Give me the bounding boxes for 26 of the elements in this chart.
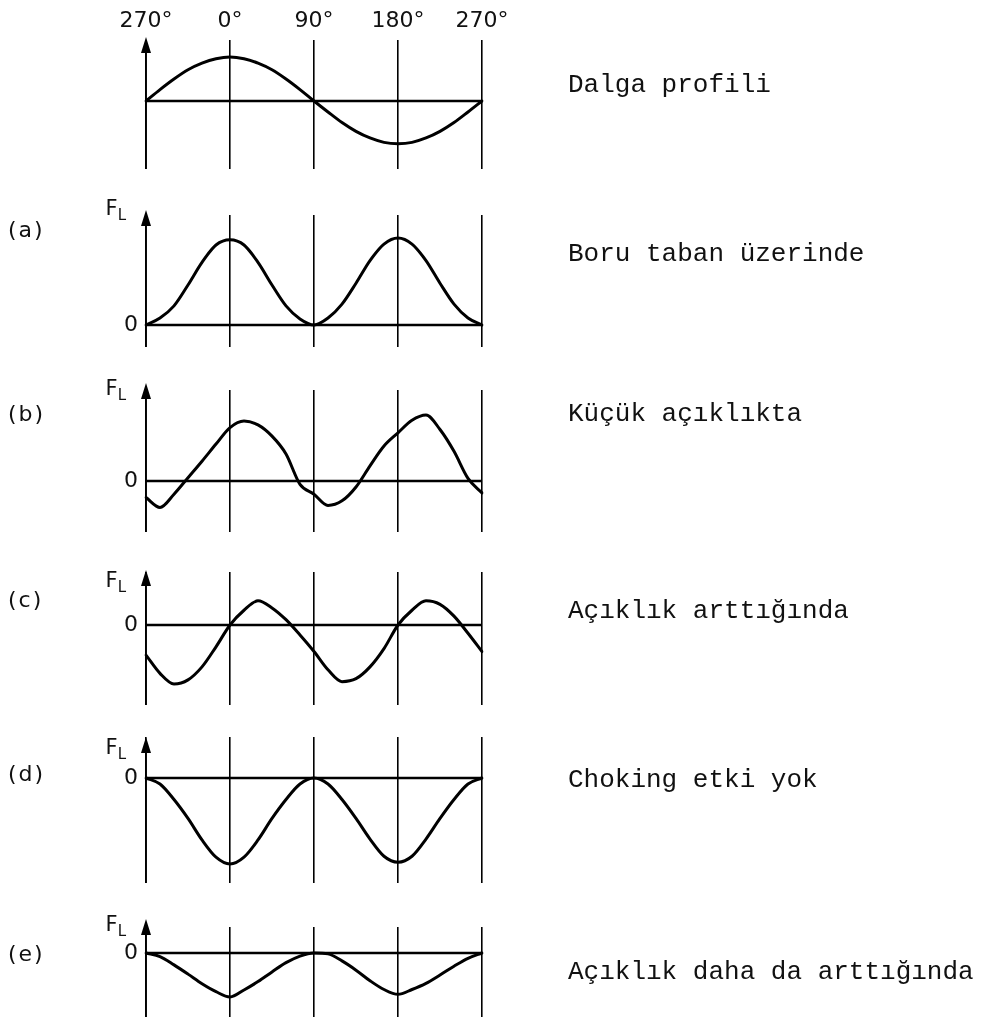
text: (e) — [8, 941, 45, 967]
text: Açıklık arttığında — [568, 596, 849, 626]
y-axis-title: F$_{L}$ — [105, 196, 126, 227]
text: Dalga profili — [568, 70, 771, 100]
y-axis-title: F$_{L}$ — [105, 568, 126, 599]
ref-line-label: 0 — [124, 466, 138, 492]
text: (c) — [8, 587, 44, 613]
x-tick-label: 90° — [294, 6, 334, 32]
ref-line-label: 0 — [124, 310, 138, 336]
y-axis-title: F$_{L}$ — [105, 376, 126, 407]
ref-line-label: 0 — [124, 610, 138, 636]
text: Choking etki yok — [568, 765, 818, 795]
text: (d) — [8, 761, 46, 787]
y-axis-title: F$_{L}$ — [105, 912, 126, 941]
y-axis-title: F$_{L}$ — [105, 735, 126, 764]
ref-line-label: 0 — [124, 763, 138, 789]
x-tick-label: 0° — [217, 6, 243, 32]
text: (b) — [8, 401, 46, 427]
ref-line-label: 0 — [124, 938, 138, 964]
text: Boru taban üzerinde — [568, 239, 865, 269]
text: Küçük açıklıkta — [568, 399, 803, 429]
x-tick-label: 180° — [371, 6, 425, 32]
x-tick-label: 270° — [455, 6, 509, 32]
text: Açıklık daha da arttığında — [568, 957, 974, 987]
text: (a) — [8, 217, 45, 243]
x-tick-label: 270° — [119, 6, 173, 32]
